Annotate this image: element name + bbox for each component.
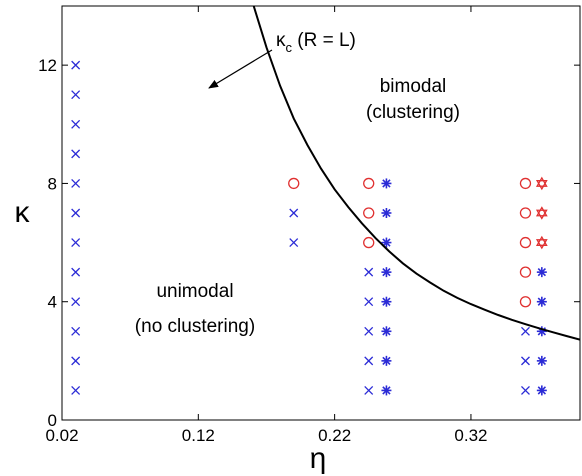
marker-x — [289, 208, 299, 218]
x-tick-label: 0.02 — [45, 426, 78, 445]
marker-x — [71, 208, 81, 218]
marker-asterisk — [536, 355, 547, 366]
marker-circle — [519, 177, 532, 190]
axis-ticks: 0.02 0.12 0.22 0.32 0 4 8 12 — [38, 6, 580, 445]
marker-x — [71, 267, 81, 277]
marker-asterisk — [381, 237, 392, 248]
unimodal-sublabel: (no clustering) — [135, 316, 255, 337]
marker-x — [364, 326, 374, 336]
marker-circle — [519, 296, 532, 308]
marker-asterisk — [381, 267, 392, 278]
marker-x — [289, 238, 299, 248]
bimodal-sublabel: (clustering) — [366, 102, 460, 123]
y-tick-label: 12 — [38, 56, 57, 75]
marker-asterisk — [381, 355, 392, 366]
marker-x — [71, 297, 81, 307]
curve-annotation-label: κc (R = L) — [276, 30, 356, 55]
marker-asterisk — [381, 385, 392, 396]
marker-x — [71, 385, 81, 395]
curve-label-condition: (R = L) — [292, 30, 356, 51]
y-tick-label: 4 — [48, 293, 57, 312]
marker-asterisk — [536, 385, 547, 396]
marker-x — [71, 119, 81, 129]
x-tick-label: 0.32 — [454, 426, 487, 445]
curve-label-kappa: κ — [276, 30, 286, 51]
marker-x — [521, 326, 530, 336]
marker-asterisk — [381, 178, 392, 189]
marker-x — [71, 356, 81, 366]
marker-x — [521, 356, 530, 366]
marker-asterisk — [536, 296, 547, 307]
critical-curve — [252, 6, 580, 341]
marker-x — [364, 297, 374, 307]
data-points — [71, 60, 548, 396]
unimodal-label: unimodal — [156, 281, 233, 302]
x-tick-label: 0.12 — [182, 426, 215, 445]
marker-circle — [519, 207, 532, 219]
marker-circle — [363, 236, 375, 249]
marker-x — [71, 90, 81, 100]
curve-annotation-arrow — [208, 49, 273, 89]
marker-x — [71, 60, 81, 70]
x-axis-label: η — [310, 442, 327, 475]
marker-x — [71, 149, 81, 159]
marker-x — [364, 385, 374, 395]
marker-x — [364, 356, 374, 366]
plot-frame — [61, 5, 581, 421]
marker-asterisk — [381, 296, 392, 307]
y-axis-label: κ — [15, 196, 31, 229]
marker-asterisk — [381, 326, 392, 337]
marker-x — [71, 238, 81, 248]
curve-label-subscript: c — [286, 40, 293, 55]
marker-circle — [519, 236, 532, 249]
marker-hexagram — [535, 235, 548, 250]
bimodal-label: bimodal — [380, 76, 447, 97]
x-tick-label: 0.22 — [318, 426, 351, 445]
marker-circle — [288, 177, 300, 190]
marker-asterisk — [536, 267, 547, 278]
marker-hexagram — [535, 176, 548, 191]
marker-x — [71, 178, 81, 188]
marker-asterisk — [381, 208, 392, 218]
y-tick-label: 0 — [48, 411, 57, 430]
marker-x — [364, 267, 374, 277]
marker-circle — [363, 177, 375, 190]
marker-circle — [519, 266, 532, 278]
marker-x — [71, 326, 81, 336]
marker-hexagram — [535, 206, 548, 220]
y-tick-label: 8 — [48, 174, 57, 193]
marker-circle — [363, 207, 375, 219]
marker-x — [521, 385, 530, 395]
